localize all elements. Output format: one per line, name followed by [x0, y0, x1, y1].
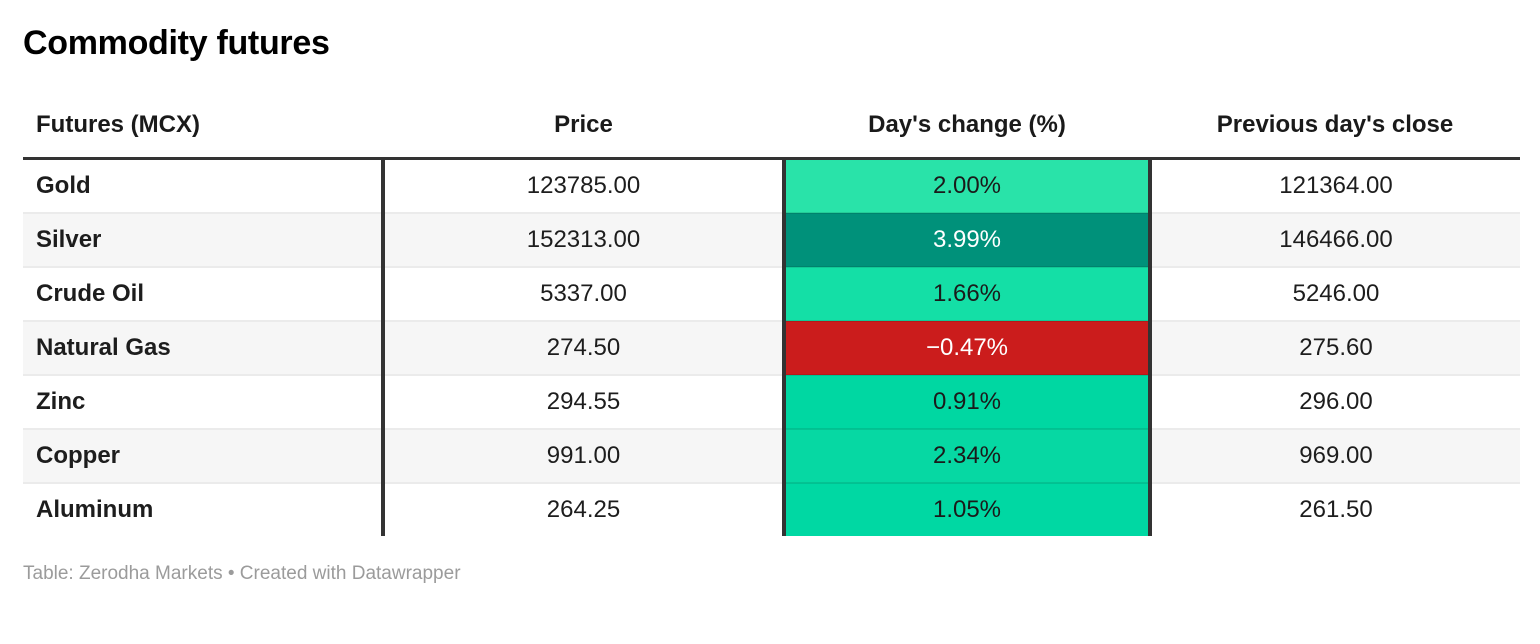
- futures-name-cell: Zinc: [23, 373, 385, 429]
- days-change-cell: 0.91%: [782, 373, 1152, 429]
- price-cell: 5337.00: [383, 265, 784, 321]
- commodity-futures-page: Commodity futures Futures (MCX) Price Da…: [23, 24, 1520, 585]
- table-row: Silver 152313.00 3.99% 146466.00: [23, 211, 1520, 267]
- table-row: Copper 991.00 2.34% 969.00: [23, 427, 1520, 483]
- days-change-cell: 2.00%: [782, 156, 1152, 213]
- days-change-cell: 3.99%: [782, 211, 1152, 267]
- column-header-futures: Futures (MCX): [36, 110, 200, 138]
- futures-name-cell: Natural Gas: [23, 319, 385, 375]
- days-change-cell: 2.34%: [782, 427, 1152, 483]
- futures-name-cell: Copper: [23, 427, 385, 483]
- prev-close-cell: 275.60: [1150, 319, 1520, 375]
- prev-close-cell: 969.00: [1150, 427, 1520, 483]
- price-cell: 991.00: [383, 427, 784, 483]
- price-cell: 152313.00: [383, 211, 784, 267]
- column-header-price: Price: [554, 110, 613, 138]
- price-cell: 123785.00: [383, 156, 784, 213]
- table-body: Gold 123785.00 2.00% 121364.00 Silver 152313.…: [23, 156, 1520, 536]
- table-row: Crude Oil 5337.00 1.66% 5246.00: [23, 265, 1520, 321]
- days-change-cell: 1.05%: [782, 481, 1152, 536]
- table-row: Natural Gas 274.50 −0.47% 275.60: [23, 319, 1520, 375]
- futures-name-cell: Silver: [23, 211, 385, 267]
- prev-close-cell: 261.50: [1150, 481, 1520, 536]
- header-row: Futures (MCX) Price Day's change (%) Pre…: [23, 107, 1520, 159]
- prev-close-cell: 146466.00: [1150, 211, 1520, 267]
- commodity-futures-table: Futures (MCX) Price Day's change (%) Pre…: [23, 107, 1520, 536]
- table-row: Gold 123785.00 2.00% 121364.00: [23, 156, 1520, 213]
- days-change-cell: −0.47%: [782, 319, 1152, 375]
- table-row: Zinc 294.55 0.91% 296.00: [23, 373, 1520, 429]
- attribution: Table: Zerodha Markets • Created with Da…: [23, 563, 1520, 585]
- futures-name-cell: Gold: [23, 156, 385, 213]
- prev-close-cell: 121364.00: [1150, 156, 1520, 213]
- column-header-prev-close: Previous day's close: [1216, 110, 1454, 138]
- attribution-text: Table: Zerodha Markets • Created with Da…: [23, 562, 461, 584]
- price-cell: 264.25: [383, 481, 784, 536]
- futures-name-cell: Aluminum: [23, 481, 385, 536]
- days-change-cell: 1.66%: [782, 265, 1152, 321]
- column-header-days-change: Day's change (%): [868, 110, 1066, 138]
- futures-name-cell: Crude Oil: [23, 265, 385, 321]
- page-title: Commodity futures: [23, 24, 330, 62]
- price-cell: 274.50: [383, 319, 784, 375]
- price-cell: 294.55: [383, 373, 784, 429]
- prev-close-cell: 5246.00: [1150, 265, 1520, 321]
- prev-close-cell: 296.00: [1150, 373, 1520, 429]
- table-row: Aluminum 264.25 1.05% 261.50: [23, 481, 1520, 536]
